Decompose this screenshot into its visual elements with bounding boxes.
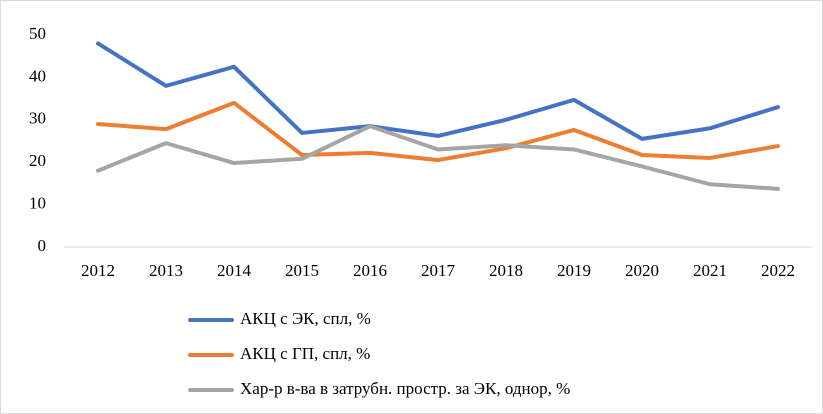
y-tick-label: 30 [29,109,46,128]
series-line [96,124,780,191]
series-line [96,41,780,141]
legend-label: АКЦ с ГП, спл, % [240,344,370,363]
x-tick-label: 2018 [489,261,523,280]
legend-label: АКЦ с ЭК, спл, % [240,309,371,328]
y-tick-label: 10 [29,194,46,213]
y-tick-label: 0 [38,236,47,255]
x-tick-label: 2015 [285,261,319,280]
x-tick-label: 2017 [421,261,456,280]
x-tick-label: 2021 [693,261,727,280]
legend-label: Хар-р в-ва в затрубн. простр. за ЭК, одн… [240,379,570,398]
x-tick-label: 2014 [217,261,252,280]
x-tick-label: 2013 [149,261,183,280]
y-tick-label: 20 [29,151,46,170]
x-tick-label: 2016 [353,261,387,280]
series-line [96,100,780,163]
x-tick-label: 2020 [625,261,659,280]
x-tick-label: 2012 [81,261,115,280]
y-tick-label: 40 [29,66,46,85]
y-tick-label: 50 [29,24,46,43]
x-tick-label: 2022 [761,261,795,280]
x-tick-label: 2019 [557,261,591,280]
